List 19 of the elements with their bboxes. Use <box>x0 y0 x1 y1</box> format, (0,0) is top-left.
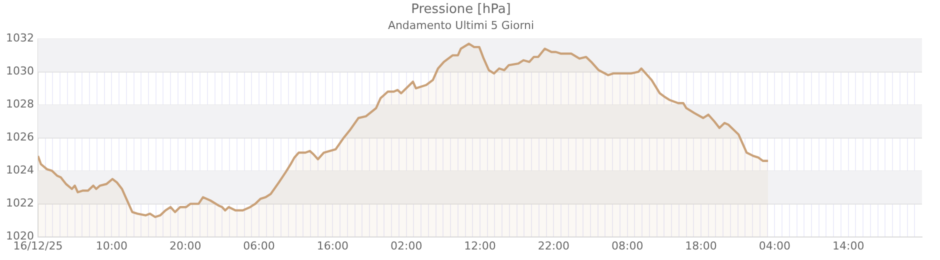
y-tick-label: 1026 <box>6 130 34 144</box>
x-tick-label: 08:00 <box>611 239 644 252</box>
x-tick-label: 20:00 <box>169 239 202 252</box>
x-tick-label: 16:00 <box>316 239 349 252</box>
y-tick-label: 1032 <box>6 32 34 45</box>
chart-title: Pressione [hPa] <box>411 2 511 18</box>
x-tick-label: 04:00 <box>758 239 791 252</box>
y-tick-label: 1024 <box>6 164 34 177</box>
y-tick-label: 1030 <box>6 64 34 78</box>
x-tick-label: 02:00 <box>390 239 422 252</box>
x-tick-label: 22:00 <box>538 239 570 252</box>
y-tick-label: 1022 <box>6 196 34 210</box>
x-tick-label: 06:00 <box>243 239 275 252</box>
chart-subtitle: Andamento Ultimi 5 Giorni <box>388 19 534 32</box>
x-tick-label: 14:00 <box>832 239 864 252</box>
y-tick-label: 1028 <box>6 98 34 111</box>
x-tick-label: 12:00 <box>464 239 496 252</box>
x-tick-label: 18:00 <box>685 239 717 252</box>
x-tick-label: 10:00 <box>96 239 128 252</box>
